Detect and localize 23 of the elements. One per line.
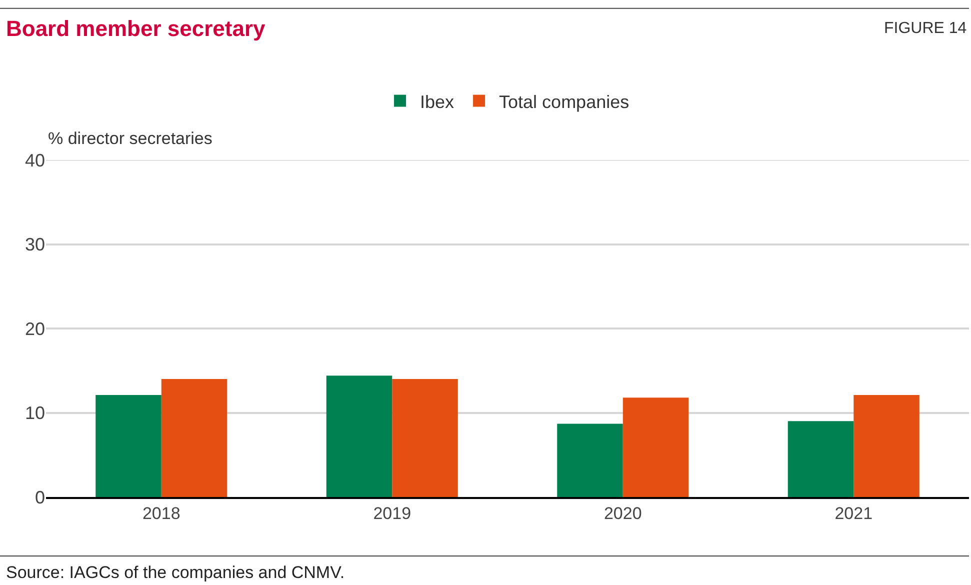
x-tick-label: 2020 (604, 504, 642, 524)
chart-title: Board member secretary (6, 16, 266, 41)
x-tick-label: 2018 (142, 504, 180, 524)
bar (161, 379, 228, 497)
legend-label: Total companies (499, 92, 630, 112)
chart-subtitle: FIGURE 14 (884, 20, 967, 37)
bar (557, 424, 623, 497)
bar (326, 376, 392, 497)
x-tick-label: 2021 (834, 504, 873, 524)
y-tick-label: 40 (24, 150, 45, 170)
y-tick-label: 10 (24, 403, 45, 424)
y-tick-label: 20 (24, 318, 45, 339)
source-note: Source: IAGCs of the companies and CNMV. (6, 563, 345, 582)
bar (622, 398, 689, 497)
bar (96, 395, 162, 497)
y-axis-title: % director secretaries (48, 129, 212, 148)
bar (788, 421, 854, 497)
legend-label: Ibex (420, 92, 454, 112)
y-tick-label: 30 (24, 234, 45, 255)
x-tick-label: 2019 (373, 504, 412, 524)
bar (392, 379, 458, 497)
y-tick-label: 0 (34, 487, 45, 508)
bar (854, 395, 920, 497)
